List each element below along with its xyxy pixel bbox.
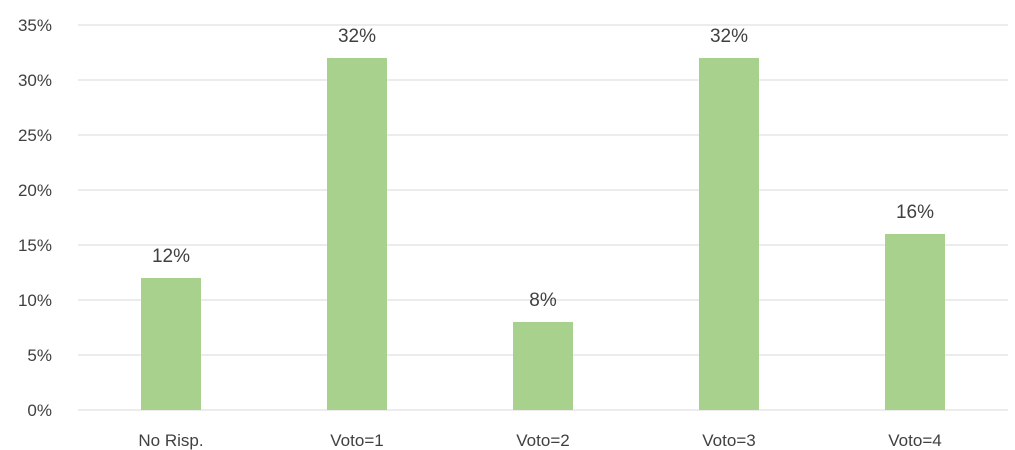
y-tick-label: 10% xyxy=(18,291,52,310)
bar xyxy=(699,58,759,410)
x-category-label: No Risp. xyxy=(138,431,203,450)
y-tick-label: 15% xyxy=(18,236,52,255)
x-axis-categories: No Risp. Voto=1 Voto=2 Voto=3 Voto=4 xyxy=(138,431,941,450)
bar xyxy=(327,58,387,410)
data-label: 8% xyxy=(529,290,557,311)
x-category-label: Voto=1 xyxy=(330,431,383,450)
gridlines xyxy=(78,24,1008,411)
y-tick-label: 5% xyxy=(27,346,52,365)
data-label: 12% xyxy=(152,246,190,267)
x-category-label: Voto=4 xyxy=(888,431,941,450)
bar xyxy=(885,234,945,410)
y-tick-label: 0% xyxy=(27,401,52,420)
y-tick-label: 30% xyxy=(18,71,52,90)
bar xyxy=(513,322,573,410)
x-category-label: Voto=2 xyxy=(516,431,569,450)
data-label: 16% xyxy=(896,202,934,223)
y-tick-label: 20% xyxy=(18,181,52,200)
data-label: 32% xyxy=(710,26,748,47)
x-category-label: Voto=3 xyxy=(702,431,755,450)
bars xyxy=(141,58,945,410)
data-labels: 12% 32% 8% 32% 16% xyxy=(152,26,934,311)
y-tick-label: 25% xyxy=(18,126,52,145)
y-tick-label: 35% xyxy=(18,16,52,35)
bar xyxy=(141,278,201,410)
y-axis-ticks: 0% 5% 10% 15% 20% 25% 30% 35% xyxy=(18,16,52,420)
data-label: 32% xyxy=(338,26,376,47)
